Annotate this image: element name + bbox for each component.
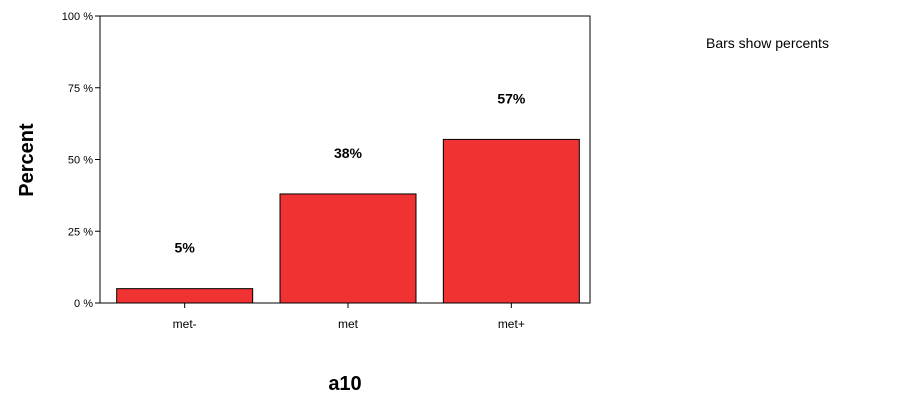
- x-tick-label: met+: [498, 317, 525, 331]
- y-tick-label: 50 %: [68, 155, 93, 167]
- x-axis: met-met met+: [173, 303, 525, 331]
- bars-show-percents-note: Bars show percents: [706, 35, 829, 51]
- bar-data-label: 5%: [175, 240, 196, 256]
- x-axis-title: a10: [328, 373, 361, 395]
- x-tick-label: met: [338, 317, 359, 331]
- bar-data-label: 38%: [334, 145, 363, 161]
- x-tick-label: met-: [173, 317, 197, 331]
- y-axis-title: Percent: [16, 123, 38, 197]
- y-tick-label: 100 %: [62, 11, 93, 23]
- bar-data-label: 57%: [497, 90, 526, 106]
- bar-met: [279, 193, 417, 304]
- y-tick-label: 75 %: [68, 83, 93, 95]
- y-axis: 0 % 25 % 50 % 75 % 100 %: [62, 11, 100, 310]
- y-tick-label: 0 %: [74, 298, 93, 310]
- bar-met+: [442, 138, 580, 304]
- bars: 5% 38% 57%: [116, 90, 580, 304]
- bar-met-: [116, 288, 254, 304]
- y-tick-label: 25 %: [68, 226, 93, 238]
